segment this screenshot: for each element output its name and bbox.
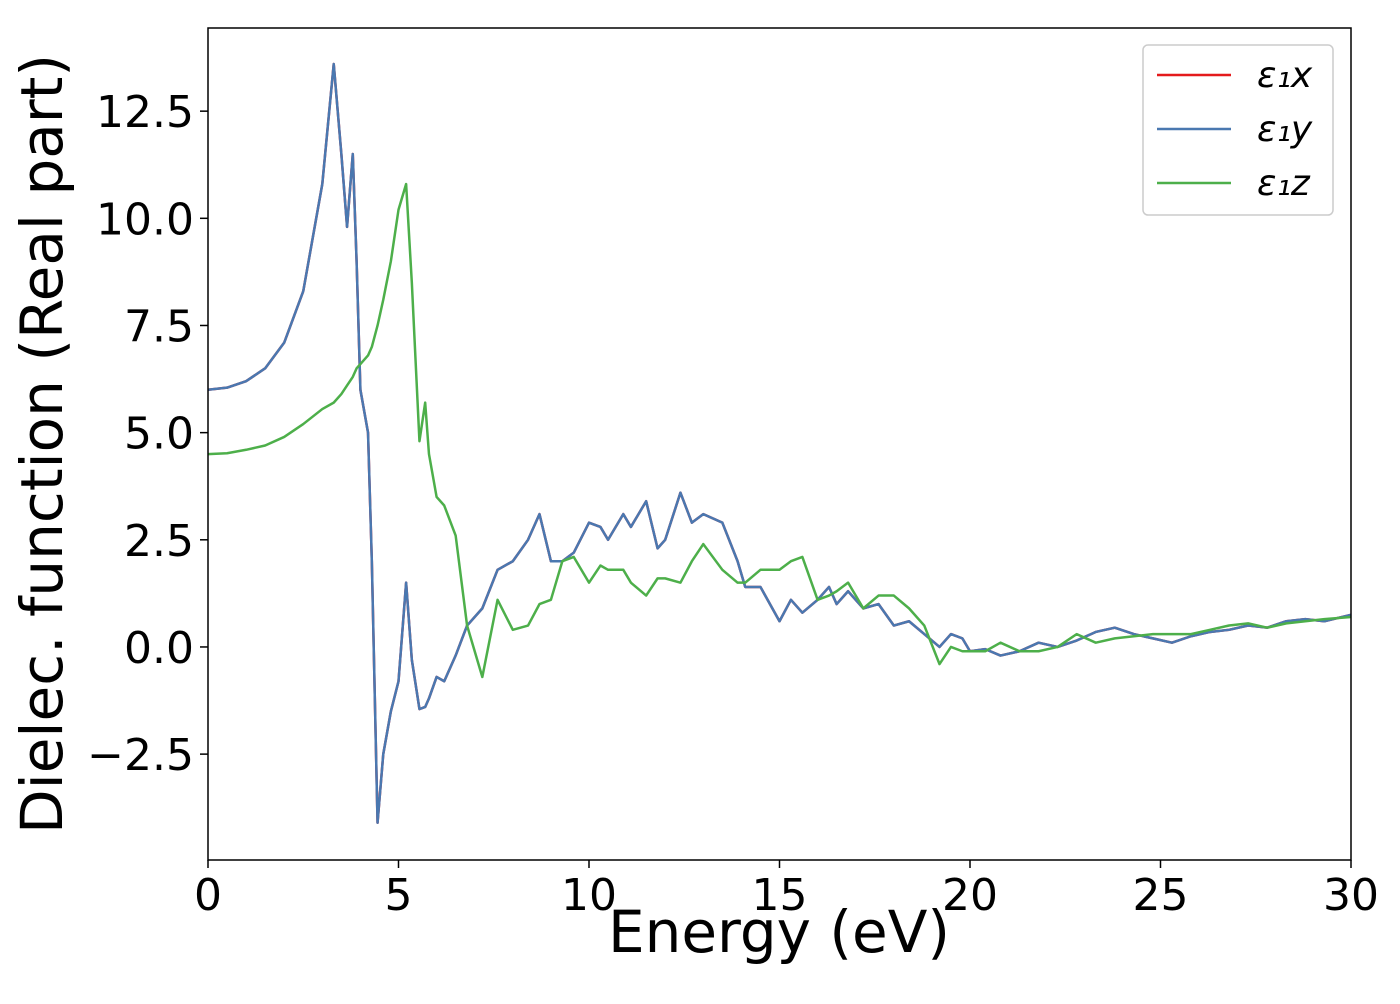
plot-frame [207,27,1352,861]
y-tick-label: 10.0 [96,194,194,245]
x-tick-label: 15 [752,870,808,921]
legend-label: ε₁y [1257,109,1313,150]
y-tick-label: 2.5 [124,516,194,567]
data-line [207,62,1352,824]
x-tick-label: 10 [561,870,617,921]
x-axis-label: Energy (eV) [608,898,950,966]
legend-label: ε₁z [1257,163,1311,204]
x-tick-label: 0 [194,870,222,921]
x-tick-label: 5 [385,870,413,921]
data-line [207,182,1352,679]
y-tick-label: 7.5 [124,301,194,352]
legend-box [1142,44,1334,216]
x-tick-label: 20 [942,870,998,921]
legend-label: ε₁x [1257,55,1313,96]
y-tick-label: −2.5 [87,730,194,781]
y-tick-label: 5.0 [124,409,194,460]
x-tick-label: 30 [1323,870,1379,921]
y-tick-label: 12.5 [96,87,194,138]
y-tick-label: 0.0 [124,623,194,674]
x-tick-label: 25 [1133,870,1189,921]
y-axis-label: Dielec. function (Real part) [8,54,76,834]
